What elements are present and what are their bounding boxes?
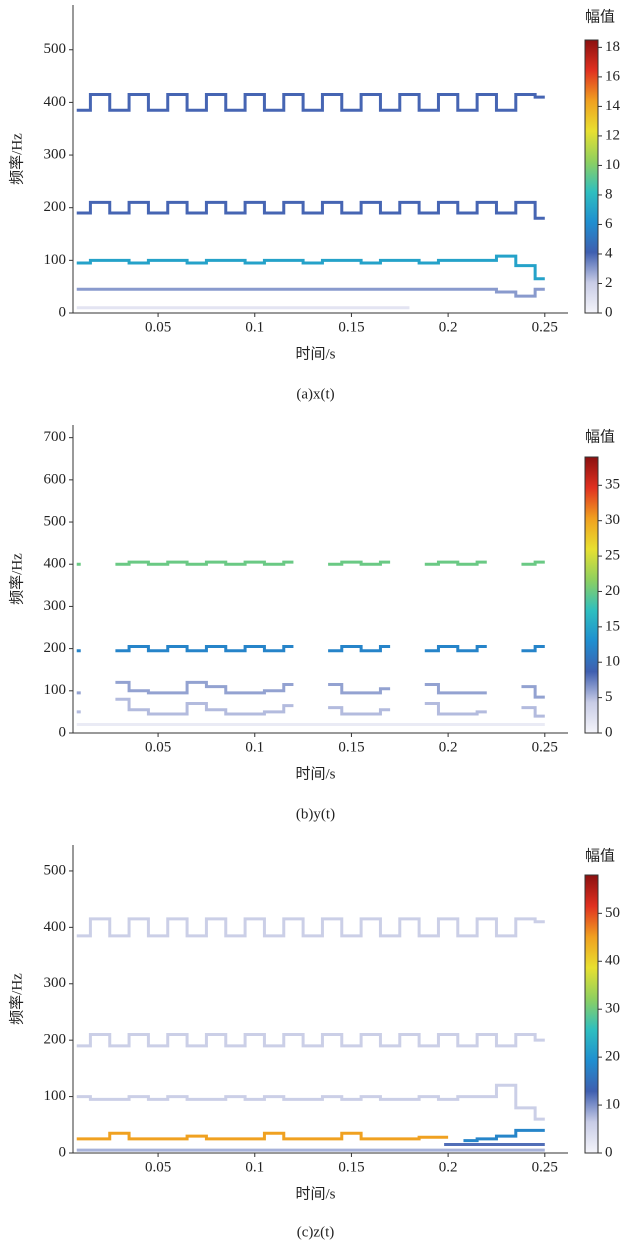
x-tick-label: 0.25 bbox=[532, 319, 558, 335]
colorbar-tick-label: 5 bbox=[605, 689, 613, 705]
y-tick-label: 500 bbox=[44, 862, 67, 878]
y-tick-label: 100 bbox=[44, 1088, 67, 1104]
colorbar-tick-label: 25 bbox=[605, 548, 620, 564]
x-axis-label: 时间/s bbox=[295, 345, 335, 362]
caption: (b)y(t) bbox=[296, 806, 335, 822]
y-tick-label: 500 bbox=[44, 41, 67, 57]
colorbar-tick-label: 14 bbox=[605, 98, 621, 114]
x-tick-label: 0.15 bbox=[338, 319, 364, 335]
colorbar bbox=[584, 456, 599, 734]
colorbar-tick-label: 10 bbox=[605, 654, 620, 670]
y-tick-label: 400 bbox=[44, 556, 67, 572]
x-tick-label: 0.1 bbox=[245, 1159, 264, 1175]
x-tick-label: 0.25 bbox=[532, 1159, 558, 1175]
colorbar-tick-label: 30 bbox=[605, 1001, 620, 1017]
ridge bbox=[76, 1131, 449, 1141]
x-tick-label: 0.1 bbox=[245, 739, 264, 755]
x-tick-label: 0.2 bbox=[439, 1159, 458, 1175]
y-tick-label: 400 bbox=[44, 94, 67, 110]
y-tick-label: 300 bbox=[44, 975, 67, 991]
x-tick-label: 0.2 bbox=[439, 739, 458, 755]
ridge bbox=[76, 1083, 545, 1121]
colorbar-tick-label: 18 bbox=[605, 39, 620, 55]
colorbar-tick-label: 0 bbox=[605, 724, 613, 740]
colorbar-tick-label: 12 bbox=[605, 127, 620, 143]
colorbar-tick-label: 15 bbox=[605, 618, 620, 634]
ridge bbox=[76, 917, 545, 938]
colorbar bbox=[584, 874, 599, 1154]
colorbar-tick-label: 35 bbox=[605, 477, 620, 493]
y-tick-label: 500 bbox=[44, 513, 67, 529]
caption: (c)z(t) bbox=[297, 1224, 334, 1240]
colorbar bbox=[584, 39, 599, 314]
x-tick-label: 0.15 bbox=[338, 739, 364, 755]
x-tick-label: 0.05 bbox=[145, 739, 171, 755]
colorbar-label: 幅值 bbox=[585, 847, 615, 864]
colorbar-tick-label: 6 bbox=[605, 216, 613, 232]
x-tick-label: 0.25 bbox=[532, 739, 558, 755]
ridge bbox=[76, 287, 545, 298]
y-tick-label: 700 bbox=[44, 429, 67, 445]
ridge bbox=[463, 1128, 545, 1143]
ridge bbox=[76, 680, 545, 699]
y-tick-label: 200 bbox=[44, 640, 67, 656]
caption: (a)x(t) bbox=[296, 386, 334, 402]
ridge bbox=[76, 645, 545, 653]
colorbar-label: 幅值 bbox=[585, 8, 615, 25]
x-axis-label: 时间/s bbox=[295, 765, 335, 782]
y-axis-label: 频率/Hz bbox=[8, 133, 25, 185]
ridge bbox=[76, 254, 545, 281]
y-axis-label: 频率/Hz bbox=[8, 973, 25, 1025]
colorbar-label: 幅值 bbox=[585, 428, 615, 445]
colorbar-tick-label: 10 bbox=[605, 157, 620, 173]
ridge bbox=[76, 1033, 545, 1048]
y-axis-label: 频率/Hz bbox=[8, 553, 25, 605]
x-tick-label: 0.05 bbox=[145, 319, 171, 335]
colorbar-tick-label: 4 bbox=[605, 245, 613, 261]
colorbar-tick-label: 50 bbox=[605, 905, 620, 921]
ridge bbox=[76, 697, 545, 718]
x-tick-label: 0.05 bbox=[145, 1159, 171, 1175]
colorbar-tick-label: 40 bbox=[605, 953, 620, 969]
colorbar-tick-label: 20 bbox=[605, 583, 620, 599]
y-tick-label: 200 bbox=[44, 1032, 67, 1048]
y-tick-label: 100 bbox=[44, 682, 67, 698]
colorbar-tick-label: 8 bbox=[605, 186, 613, 202]
y-tick-label: 100 bbox=[44, 252, 67, 268]
y-tick-label: 600 bbox=[44, 471, 67, 487]
y-tick-label: 0 bbox=[59, 1144, 67, 1160]
colorbar-tick-label: 2 bbox=[605, 275, 613, 291]
y-tick-label: 200 bbox=[44, 199, 67, 215]
ridge bbox=[76, 93, 545, 112]
y-tick-label: 400 bbox=[44, 919, 67, 935]
colorbar-tick-label: 0 bbox=[605, 304, 613, 320]
x-tick-label: 0.2 bbox=[439, 319, 458, 335]
y-tick-label: 300 bbox=[44, 146, 67, 162]
ridge bbox=[76, 560, 545, 566]
colorbar-tick-label: 10 bbox=[605, 1097, 620, 1113]
colorbar-tick-label: 30 bbox=[605, 512, 620, 528]
x-tick-label: 0.1 bbox=[245, 319, 264, 335]
colorbar-tick-label: 0 bbox=[605, 1144, 613, 1160]
x-tick-label: 0.15 bbox=[338, 1159, 364, 1175]
ridge bbox=[76, 200, 545, 220]
colorbar-tick-label: 16 bbox=[605, 68, 621, 84]
colorbar-tick-label: 20 bbox=[605, 1049, 620, 1065]
y-tick-label: 0 bbox=[59, 304, 67, 320]
y-tick-label: 300 bbox=[44, 598, 67, 614]
y-tick-label: 0 bbox=[59, 724, 67, 740]
x-axis-label: 时间/s bbox=[295, 1185, 335, 1202]
